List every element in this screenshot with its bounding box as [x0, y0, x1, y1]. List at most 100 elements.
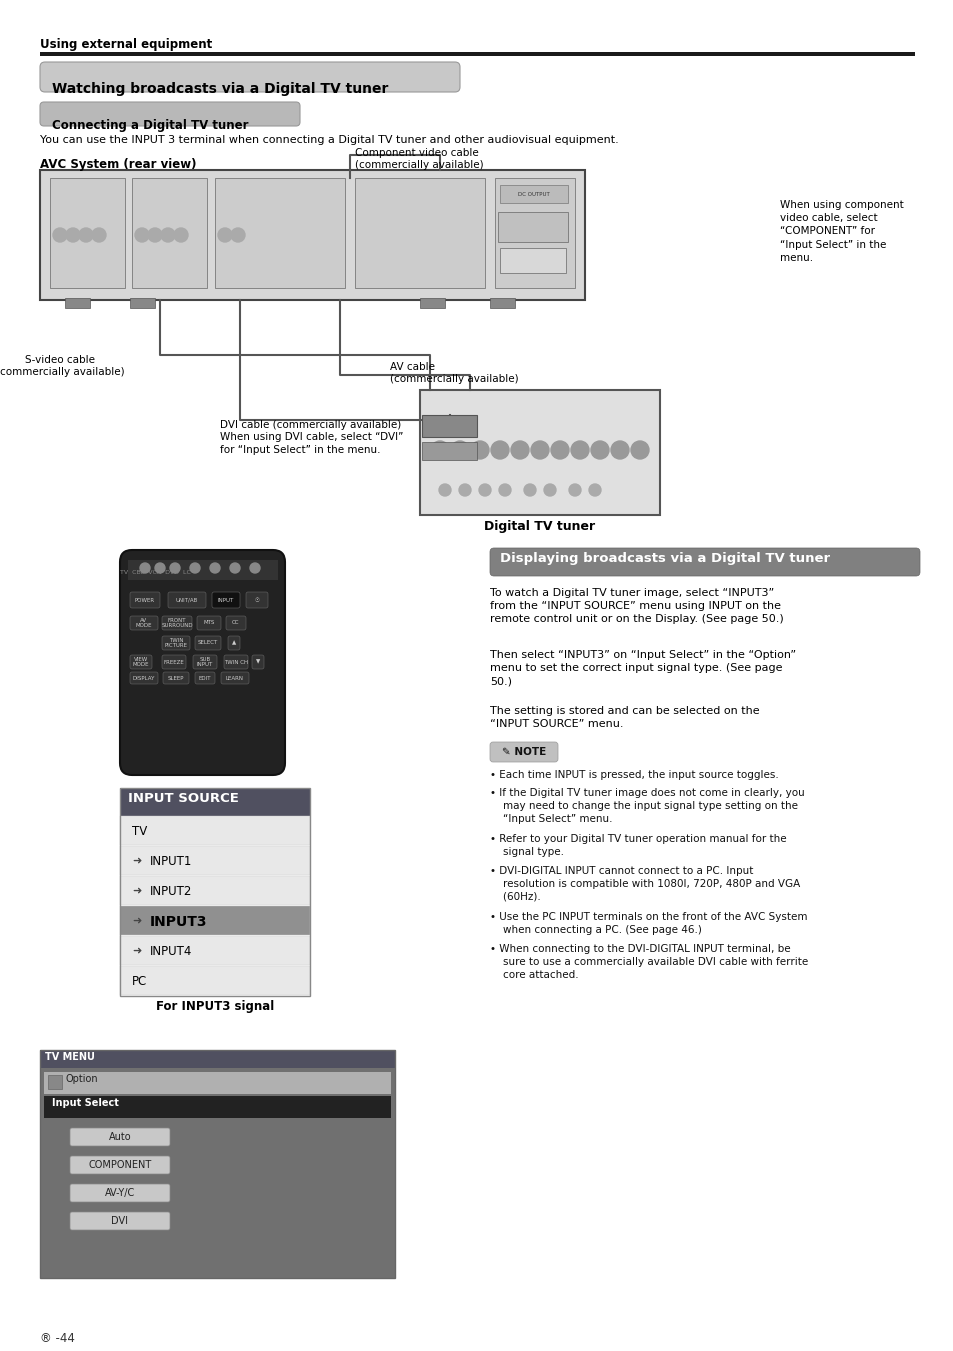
- Text: AV cable
(commercially available): AV cable (commercially available): [390, 362, 518, 385]
- Bar: [499, 249, 565, 273]
- FancyBboxPatch shape: [226, 616, 246, 630]
- Text: TV MENU: TV MENU: [45, 1052, 94, 1062]
- Text: SUB
INPUT: SUB INPUT: [196, 657, 213, 667]
- Text: Input Select: Input Select: [52, 1098, 119, 1108]
- Circle shape: [590, 440, 608, 459]
- Bar: [355, 178, 484, 288]
- Text: Digital TV tuner: Digital TV tuner: [484, 520, 595, 534]
- Circle shape: [79, 228, 92, 242]
- FancyBboxPatch shape: [70, 1183, 170, 1202]
- Text: Option: Option: [66, 1074, 98, 1084]
- FancyBboxPatch shape: [70, 1156, 170, 1174]
- Text: SELECT: SELECT: [197, 640, 218, 646]
- Circle shape: [438, 484, 451, 496]
- Text: UNIT/AB: UNIT/AB: [175, 597, 198, 603]
- Bar: [40, 1050, 395, 1069]
- FancyBboxPatch shape: [252, 655, 264, 669]
- Bar: [132, 178, 207, 288]
- Circle shape: [154, 563, 165, 573]
- Bar: [120, 816, 310, 844]
- Text: POWER: POWER: [134, 597, 155, 603]
- Circle shape: [218, 228, 232, 242]
- Text: INPUT SOURCE: INPUT SOURCE: [128, 792, 238, 805]
- Bar: [419, 299, 444, 308]
- Circle shape: [66, 228, 80, 242]
- Text: AV
MODE: AV MODE: [135, 617, 152, 628]
- Text: TWIN CH: TWIN CH: [224, 659, 248, 665]
- Text: S-video cable
(commercially available): S-video cable (commercially available): [0, 355, 124, 377]
- Text: LEARN: LEARN: [226, 676, 244, 681]
- Text: VIEW
MODE: VIEW MODE: [132, 657, 149, 667]
- FancyBboxPatch shape: [162, 636, 190, 650]
- Text: DVI: DVI: [112, 1216, 129, 1225]
- Bar: [499, 185, 567, 203]
- Circle shape: [190, 563, 200, 573]
- Circle shape: [53, 228, 67, 242]
- FancyBboxPatch shape: [40, 62, 459, 92]
- Circle shape: [458, 484, 471, 496]
- Circle shape: [91, 228, 106, 242]
- FancyBboxPatch shape: [130, 592, 160, 608]
- Text: ▼: ▼: [255, 659, 260, 665]
- FancyBboxPatch shape: [130, 671, 158, 684]
- Text: When using component
video cable, select
“COMPONENT” for
“Input Select” in the
m: When using component video cable, select…: [780, 200, 902, 263]
- Text: AV-Y/C: AV-Y/C: [105, 1188, 135, 1198]
- Bar: [50, 178, 125, 288]
- Text: ▲: ▲: [232, 640, 236, 646]
- Bar: [65, 299, 90, 308]
- Bar: [120, 907, 310, 935]
- Text: Connecting a Digital TV tuner: Connecting a Digital TV tuner: [52, 119, 248, 132]
- FancyBboxPatch shape: [193, 655, 216, 669]
- Text: SLEEP: SLEEP: [168, 676, 184, 681]
- Text: Then select “INPUT3” on “Input Select” in the “Option”
menu to set the correct i: Then select “INPUT3” on “Input Select” i…: [490, 650, 796, 686]
- Text: Watching broadcasts via a Digital TV tuner: Watching broadcasts via a Digital TV tun…: [52, 82, 388, 96]
- Text: ➜: ➜: [132, 857, 141, 866]
- FancyBboxPatch shape: [228, 636, 240, 650]
- Bar: [40, 51, 914, 55]
- Bar: [40, 1050, 395, 1278]
- Text: ® -44: ® -44: [40, 1332, 74, 1346]
- FancyBboxPatch shape: [246, 592, 268, 608]
- Bar: [44, 1096, 391, 1119]
- Circle shape: [568, 484, 580, 496]
- Text: Using external equipment: Using external equipment: [40, 38, 212, 51]
- Circle shape: [451, 440, 469, 459]
- Circle shape: [170, 563, 180, 573]
- Text: • DVI-DIGITAL INPUT cannot connect to a PC. Input
    resolution is compatible w: • DVI-DIGITAL INPUT cannot connect to a …: [490, 866, 800, 901]
- Circle shape: [135, 228, 149, 242]
- Text: ➜: ➜: [132, 886, 141, 896]
- Bar: [419, 390, 659, 515]
- Circle shape: [491, 440, 509, 459]
- Bar: [490, 299, 515, 308]
- FancyBboxPatch shape: [212, 592, 240, 608]
- Text: TV: TV: [132, 825, 147, 838]
- FancyBboxPatch shape: [194, 636, 221, 650]
- Bar: [120, 966, 310, 994]
- Text: • Each time INPUT is pressed, the input source toggles.: • Each time INPUT is pressed, the input …: [490, 770, 778, 780]
- Circle shape: [231, 228, 245, 242]
- Text: Displaying broadcasts via a Digital TV tuner: Displaying broadcasts via a Digital TV t…: [499, 553, 829, 565]
- Text: FREEZE: FREEZE: [164, 659, 184, 665]
- Bar: [128, 561, 277, 580]
- Circle shape: [471, 440, 489, 459]
- Bar: [40, 170, 584, 300]
- Circle shape: [173, 228, 188, 242]
- Bar: [120, 846, 310, 875]
- Circle shape: [230, 563, 240, 573]
- FancyBboxPatch shape: [162, 616, 192, 630]
- Text: INPUT3: INPUT3: [150, 915, 208, 929]
- Circle shape: [551, 440, 568, 459]
- Text: CC: CC: [232, 620, 239, 626]
- Bar: [120, 875, 310, 905]
- Circle shape: [140, 563, 150, 573]
- Bar: [120, 788, 310, 996]
- Text: The setting is stored and can be selected on the
“INPUT SOURCE” menu.: The setting is stored and can be selecte…: [490, 707, 759, 730]
- Text: Component video cable
(commercially available): Component video cable (commercially avai…: [355, 149, 483, 170]
- Text: • When connecting to the DVI-DIGITAL INPUT terminal, be
    sure to use a commer: • When connecting to the DVI-DIGITAL INP…: [490, 944, 807, 979]
- Circle shape: [543, 484, 556, 496]
- FancyBboxPatch shape: [221, 671, 249, 684]
- Text: For INPUT3 signal: For INPUT3 signal: [155, 1000, 274, 1013]
- Text: ➜: ➜: [132, 916, 141, 925]
- Text: INPUT4: INPUT4: [150, 944, 193, 958]
- Text: • If the Digital TV tuner image does not come in clearly, you
    may need to ch: • If the Digital TV tuner image does not…: [490, 788, 804, 824]
